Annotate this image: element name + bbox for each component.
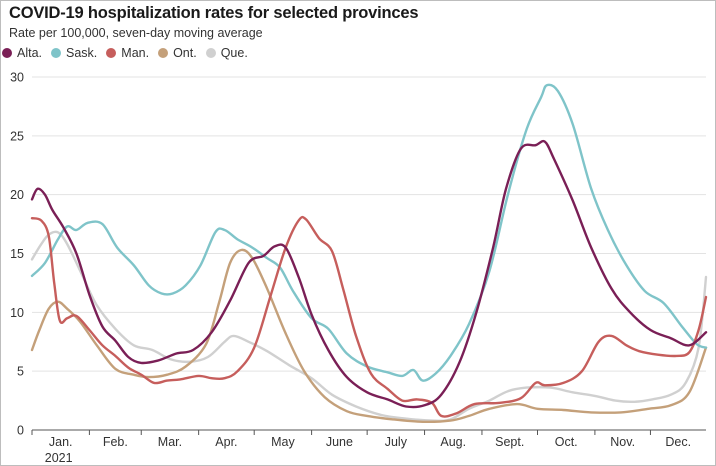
x-tick-label: Oct. (555, 435, 578, 449)
x-tick-label: Nov. (610, 435, 635, 449)
series-line-ont (30, 248, 708, 424)
legend-swatch (106, 48, 117, 58)
legend-label: Man. (121, 46, 150, 60)
legend-swatch (2, 48, 12, 58)
legend-swatch (51, 48, 62, 58)
y-tick-label: 30 (10, 71, 24, 85)
grid (32, 76, 706, 431)
legend-label: Ont. (173, 46, 197, 60)
x-tick-label: Aug. (440, 435, 466, 449)
legend-label: Alta. (17, 46, 43, 60)
y-tick-label: 5 (17, 365, 24, 379)
x-tick-label: Jan. (49, 435, 73, 449)
series-line-sask (30, 83, 708, 382)
x-tick-label: July (385, 435, 408, 449)
x-tick-label: Mar. (158, 435, 182, 449)
y-axis-ticks: 0 5 10 15 20 25 30 (10, 71, 24, 438)
y-tick-label: 20 (10, 188, 24, 202)
y-tick-label: 15 (10, 247, 24, 261)
legend-item-man: Man. (106, 46, 149, 60)
y-tick-label: 10 (10, 306, 24, 320)
legend-item-ont: Ont. (158, 46, 197, 60)
legend: Alta. Sask. Man. Ont. Que. (2, 46, 257, 60)
series-line-man (30, 215, 708, 418)
chart-subtitle: Rate per 100,000, seven-day moving avera… (9, 26, 263, 40)
series-lines (30, 83, 708, 424)
legend-swatch (205, 48, 216, 58)
x-tick-label: May (271, 435, 295, 449)
x-tick-label: Apr. (215, 435, 237, 449)
y-tick-label: 0 (17, 424, 24, 438)
x-tick-label: Feb. (103, 435, 128, 449)
legend-label: Que. (220, 46, 248, 60)
series-line-alta (30, 139, 708, 409)
legend-item-sask: Sask. (51, 46, 97, 60)
legend-swatch (158, 48, 169, 58)
x-tick-label: Sept. (495, 435, 524, 449)
legend-item-que: Que. (205, 46, 248, 60)
series-line-que (30, 230, 708, 423)
y-tick-label: 25 (10, 129, 24, 143)
legend-item-alta: Alta. (2, 46, 42, 60)
x-axis: Jan. Feb. Mar. Apr. May June July Aug. Sept. Oct.… (31, 430, 691, 465)
legend-label: Sask. (66, 46, 98, 60)
year-label: 2021 (45, 451, 73, 465)
chart-title: COVID-19 hospitalization rates for selec… (9, 4, 419, 22)
x-tick-label: Dec. (665, 435, 691, 449)
x-tick-label: June (326, 435, 353, 449)
